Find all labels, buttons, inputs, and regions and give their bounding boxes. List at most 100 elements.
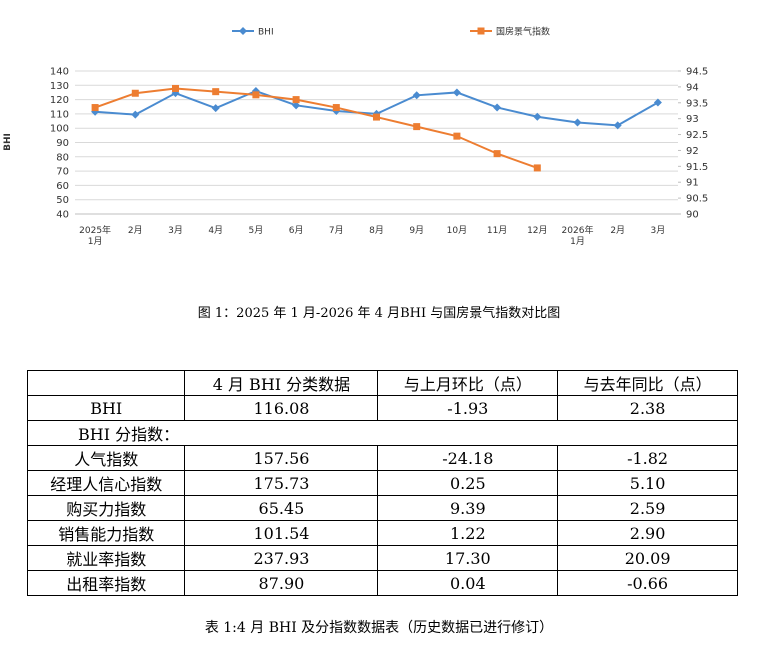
y-tick-label: 60 [56, 181, 69, 192]
table-cell: 与去年同比（点） [557, 370, 738, 396]
marker [493, 150, 501, 158]
marker [211, 104, 220, 113]
table-cell: 20.09 [557, 545, 738, 571]
marker [653, 98, 662, 107]
marker [412, 91, 421, 100]
y-tick-label: 120 [50, 95, 69, 106]
table-cell: 2.59 [557, 495, 738, 521]
marker [212, 88, 220, 96]
x-tick-label: 3月 [650, 226, 666, 236]
table-cell: 87.90 [184, 570, 379, 596]
x-tick-label: 4月 [208, 226, 224, 236]
table-cell: 101.54 [184, 520, 379, 546]
y2-tick-label: 92.5 [686, 130, 708, 141]
table-cell: 就业率指数 [26, 545, 186, 571]
table-cell: 175.73 [184, 470, 379, 496]
x-tick-label: 2月 [610, 226, 626, 236]
y-tick-label: 110 [50, 109, 69, 120]
table-cell: 4 月 BHI 分类数据 [184, 370, 379, 396]
table-cell: 0.04 [377, 570, 559, 596]
y-tick-label: 140 [50, 67, 69, 78]
y-tick-label: 90 [56, 138, 69, 149]
table-row: 人气指数 157.56 -24.18 -1.82 [26, 445, 738, 471]
table-cell: -24.18 [377, 445, 559, 471]
x-tick-label: 2026年 1月 [561, 226, 594, 247]
table-cell: 销售能力指数 [26, 520, 186, 546]
table-row: 4 月 BHI 分类数据 与上月环比（点） 与去年同比（点） [26, 370, 738, 396]
table-cell: 0.25 [377, 470, 559, 496]
table-cell: 出租率指数 [26, 570, 186, 596]
table-cell: -0.66 [557, 570, 738, 596]
y2-tick-label: 90 [686, 210, 699, 221]
table-cell: 116.08 [184, 395, 379, 421]
x-tick-label: 3月 [168, 226, 183, 236]
y2-tick-label: 94.5 [686, 67, 708, 78]
y-axis-label: BHI [3, 133, 13, 151]
y2-tick-label: 91 [686, 178, 699, 189]
y-tick-label: 40 [56, 210, 69, 221]
marker [292, 101, 301, 110]
x-tick-label: 5月 [248, 226, 264, 236]
table-row: 出租率指数 87.90 0.04 -0.66 [26, 570, 738, 596]
x-tick-label: 8月 [369, 226, 384, 236]
marker [373, 113, 380, 121]
legend-marker [477, 27, 485, 35]
x-tick-label: 11月 [486, 226, 508, 236]
marker [252, 91, 260, 99]
marker [533, 164, 541, 172]
y2-tick-label: 90.5 [686, 194, 708, 205]
table-cell: 9.39 [377, 495, 559, 521]
y2-tick-label: 92 [686, 146, 699, 157]
marker [131, 110, 140, 119]
y2-tick-label: 93.5 [686, 98, 708, 109]
x-tick-label: 12月 [527, 226, 548, 236]
table-row: 销售能力指数 101.54 1.22 2.90 [26, 520, 738, 546]
table-cell: 1.22 [377, 520, 559, 546]
x-tick-label: 2025年 1月 [79, 226, 112, 247]
table-cell: 人气指数 [26, 445, 186, 471]
table-row: BHI 分指数： [27, 420, 738, 446]
marker [91, 104, 99, 112]
y-tick-label: 130 [50, 81, 69, 92]
marker [413, 123, 421, 131]
x-tick-label: 7月 [328, 226, 344, 236]
table-cell: 157.56 [184, 445, 379, 471]
y2-tick-label: 94 [686, 82, 699, 93]
marker [292, 96, 300, 104]
table-row: BHI 116.08 -1.93 2.38 [26, 395, 738, 421]
table-cell: 2.38 [557, 395, 738, 421]
x-tick-label: 10月 [446, 226, 468, 236]
legend-label: BHI [258, 28, 274, 38]
marker [613, 121, 622, 130]
data-table: 4 月 BHI 分类数据 与上月环比（点） 与去年同比（点） BHI 116.08 -1.… [26, 370, 738, 596]
marker [452, 88, 461, 97]
legend-marker [239, 27, 247, 35]
marker [493, 103, 502, 112]
y2-tick-label: 91.5 [686, 162, 708, 173]
table-cell: -1.82 [557, 445, 738, 471]
table-cell: BHI [26, 395, 186, 421]
table-cell: 购买力指数 [26, 495, 186, 521]
marker [573, 118, 582, 127]
x-tick-label: 6月 [288, 226, 304, 236]
series-line [94, 87, 538, 169]
marker [453, 132, 461, 140]
y2-tick-label: 93 [686, 114, 699, 125]
table-caption: 表 1:4 月 BHI 及分指数数据表（历史数据已进行修订） [204, 620, 554, 636]
y-tick-label: 80 [56, 152, 69, 163]
marker [131, 89, 139, 97]
y-tick-label: 70 [56, 167, 69, 178]
table-cell: 237.93 [184, 545, 379, 571]
marker [172, 84, 179, 92]
marker [533, 112, 542, 121]
figure-caption: 图 1：2025 年 1 月-2026 年 4 月BHI 与国房景气指数对比图 [197, 306, 561, 321]
table-cell: 经理人信心指数 [26, 470, 186, 496]
chart: BHI 40 50 60 70 80 90 100 110 120 130 140 90 90.5 91 9… [3, 26, 708, 221]
table-cell: 5.10 [557, 470, 738, 496]
y-tick-label: 50 [56, 195, 69, 206]
table-cell: -1.93 [377, 395, 559, 421]
table-cell: BHI 分指数： [27, 420, 738, 446]
table-cell: 2.90 [557, 520, 738, 546]
table-row: 经理人信心指数 175.73 0.25 5.10 [26, 470, 738, 496]
